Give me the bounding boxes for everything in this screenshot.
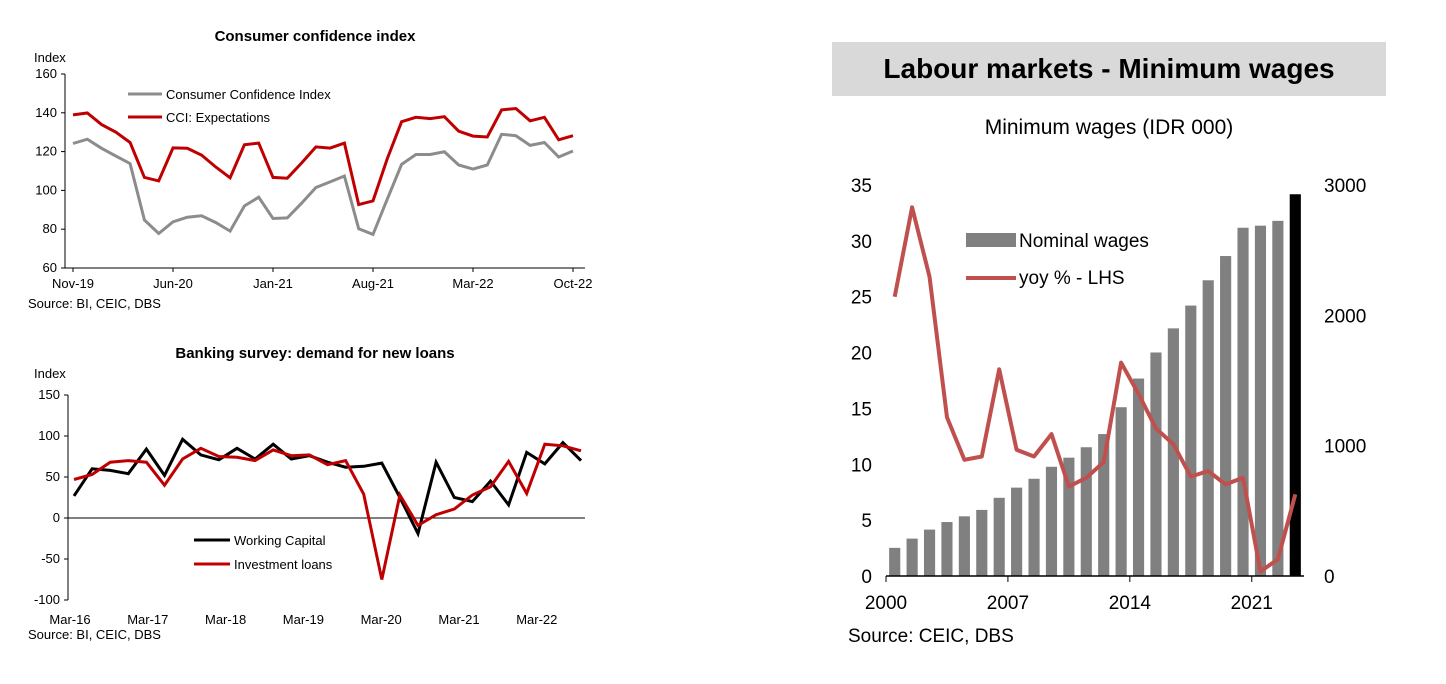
wages-right-tick-label: 1000 [1324,437,1366,458]
cci-x-tick-label: Aug-21 [352,276,394,291]
loans-y-tick-label: 0 [53,510,60,525]
wages-left-tick-label: 20 [851,344,872,365]
loans-x-tick-label: Mar-17 [127,612,168,627]
cci-y-tick-label: 100 [35,182,57,197]
wages-left-tick-label: 25 [851,288,872,309]
cci-legend-label: CCI: Expectations [166,110,271,125]
cci-y-axis-label: Index [34,50,66,65]
wages-left-tick-label: 0 [861,567,872,588]
wages-bar [1254,225,1267,576]
cci-chart-title: Consumer confidence index [214,28,416,45]
loans-chart-title: Banking survey: demand for new loans [175,345,455,362]
loans-source: Source: BI, CEIC, DBS [28,627,161,642]
cci-y-tick-label: 160 [35,66,57,81]
wages-bar [906,538,918,576]
cci-y-tick-label: 140 [35,105,57,120]
loans-y-axis-label: Index [34,366,66,381]
wages-right-tick-label: 0 [1324,567,1335,588]
cci-y-tick-label: 120 [35,144,57,159]
wages-left-tick-label: 10 [851,455,872,476]
wages-bar [1080,447,1092,576]
loans-y-tick-label: -50 [41,551,60,566]
wages-bar [1289,194,1301,576]
wages-bar [1098,434,1110,576]
cci-source: Source: BI, CEIC, DBS [28,296,161,311]
wages-bar [1011,487,1023,576]
wages-series-yoy [892,205,1298,574]
loans-chart: Index -100 -50 0 50 100 150 Mar-16 Mar-17 Mar-18 M… [34,366,585,627]
cci-series-cci-expectations [72,106,574,207]
wages-legend-label: Nominal wages [1019,231,1149,252]
wages-bar [889,547,901,576]
cci-x-tick-label: Jun-20 [153,276,193,291]
loans-x-tick-label: Mar-21 [438,612,479,627]
wages-x-tick-label: 2007 [987,593,1029,610]
loans-series-investment-loans [73,442,582,580]
wages-chart-title: Minimum wages (IDR 000) [984,116,1234,139]
wages-left-tick-label: 15 [851,399,872,420]
wages-bar [1272,220,1284,576]
wages-legend-swatch-bar [966,233,1016,247]
loans-x-tick-label: Mar-20 [361,612,402,627]
wages-right-tick-label: 3000 [1324,176,1366,197]
wages-chart: 0 5 10 15 20 25 30 35 0 1000 2000 3000 2000 2007 2014 2… [851,176,1366,610]
loans-y-tick-label: 150 [38,387,60,402]
wages-bar [976,509,988,576]
panel-header: Labour markets - Minimum wages [832,42,1386,96]
wages-source: Source: CEIC, DBS [848,626,1014,647]
loans-legend-label: Investment loans [234,557,333,572]
loans-y-tick-label: 50 [46,469,60,484]
cci-x-tick-label: Nov-19 [52,276,94,291]
wages-bar [1150,352,1162,576]
wages-left-tick-label: 30 [851,232,872,253]
wages-x-tick-label: 2000 [865,593,907,610]
cci-x-tick-label: Oct-22 [553,276,592,291]
wages-bar [923,529,936,576]
wages-left-tick-label: 35 [851,176,872,197]
loans-x-tick-label: Mar-18 [205,612,246,627]
loans-x-tick-label: Mar-19 [283,612,324,627]
cci-y-tick-label: 60 [43,260,57,275]
wages-bar [1202,280,1214,576]
loans-y-tick-label: 100 [38,428,60,443]
cci-legend-label: Consumer Confidence Index [166,87,331,102]
wages-bar [1115,407,1127,576]
cci-y-tick-label: 80 [43,221,57,236]
wages-bar [1045,466,1058,576]
cci-x-tick-label: Jan-21 [253,276,293,291]
cci-series-consumer-confidence-index [72,132,574,237]
wages-bar [1132,378,1145,576]
wages-bar [941,522,953,576]
loans-x-tick-label: Mar-16 [49,612,90,627]
wages-bar [1220,256,1232,576]
wages-bar [993,497,1005,576]
wages-bar [1063,457,1075,576]
wages-bar [1237,227,1249,576]
wages-bar [1185,305,1197,576]
loans-legend-label: Working Capital [234,533,326,548]
wages-bar [1167,328,1179,576]
wages-x-tick-label: 2014 [1109,593,1152,610]
wages-left-tick-label: 5 [861,511,872,532]
loans-y-tick-label: -100 [34,592,60,607]
loans-x-tick-label: Mar-22 [516,612,557,627]
loans-series-working-capital [72,436,583,538]
wages-bar [1028,478,1040,576]
cci-x-tick-label: Mar-22 [452,276,493,291]
cci-chart: Index 60 80 100 120 140 160 Nov-19 Jun-20 Jan-21 A… [34,50,593,291]
wages-x-tick-label: 2021 [1231,593,1273,610]
wages-bar [958,516,970,576]
wages-legend-label: yoy % - LHS [1019,268,1125,289]
wages-right-tick-label: 2000 [1324,306,1366,327]
